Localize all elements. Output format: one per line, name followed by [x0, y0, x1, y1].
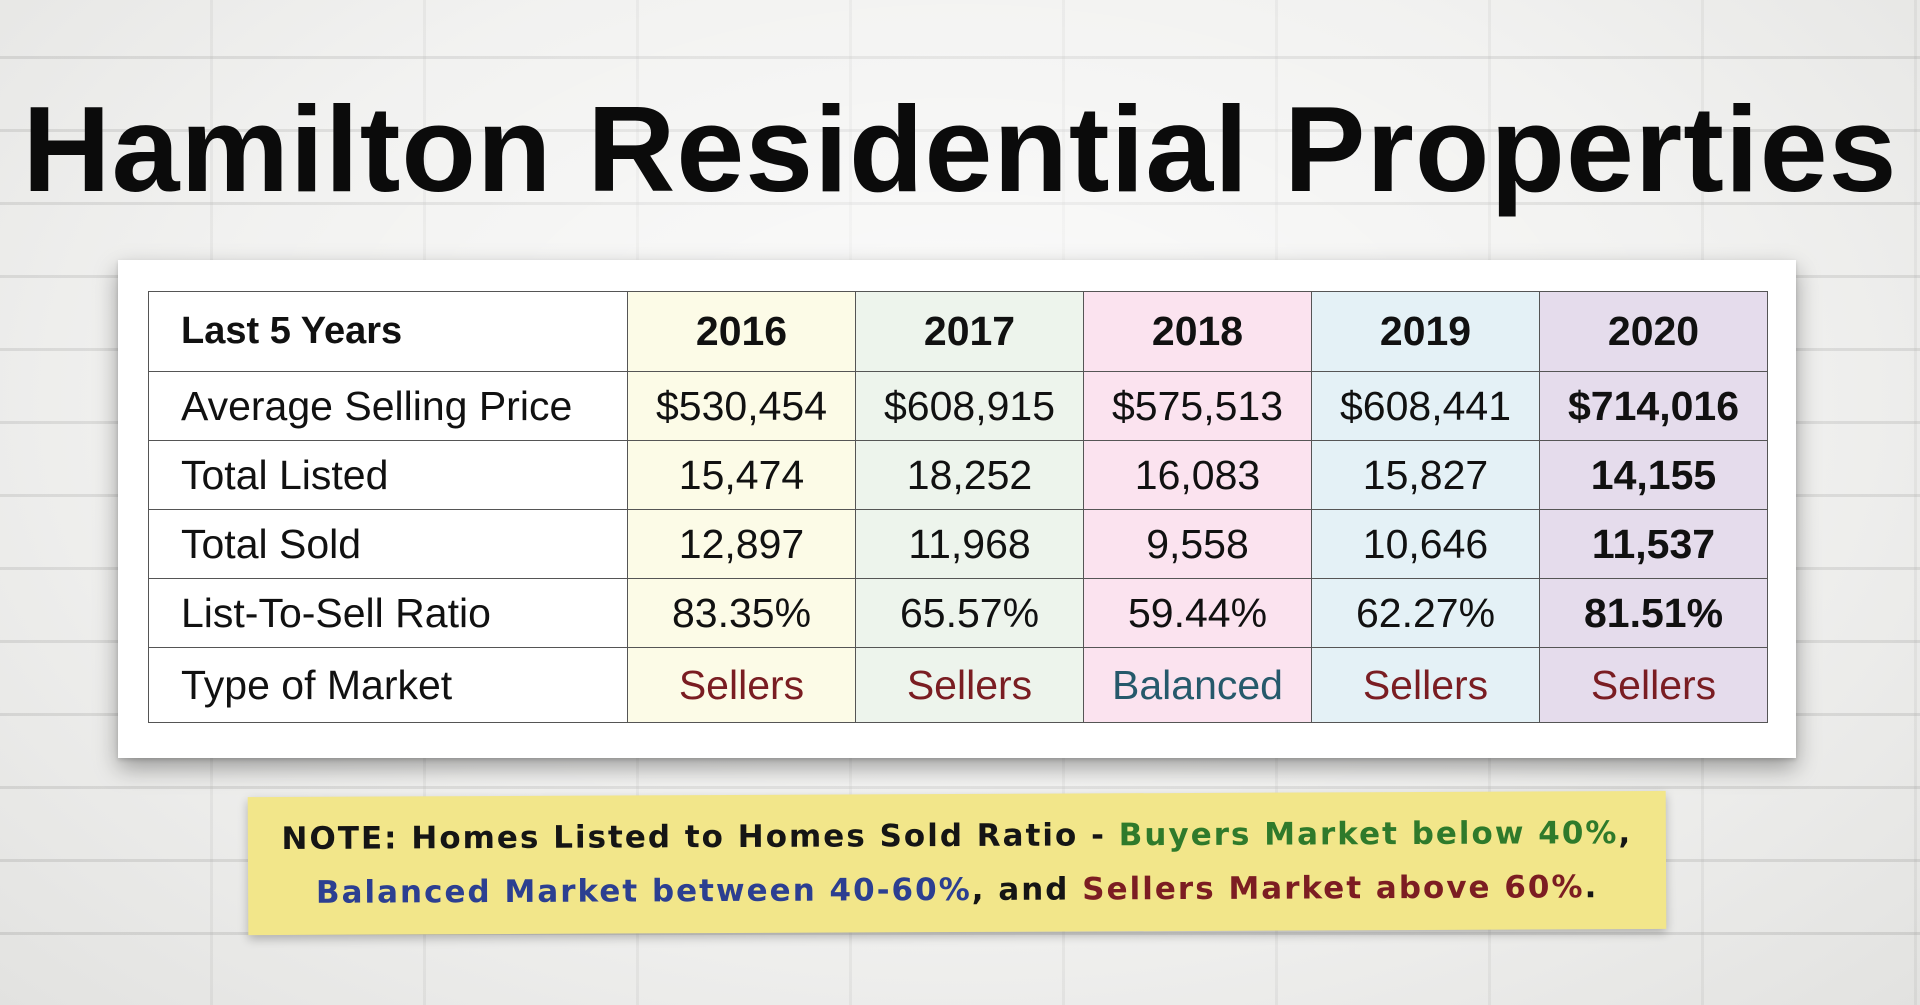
note-end: . [1584, 869, 1599, 906]
stats-table: Last 5 Years 2016 2017 2018 2019 2020 Av… [148, 291, 1768, 723]
table-cell: 10,646 [1311, 509, 1540, 579]
note-line-2: Balanced Market between 40-60%, and Sell… [248, 869, 1666, 911]
table-cell: $608,441 [1311, 371, 1540, 441]
row-label: Total Sold [148, 509, 628, 579]
table-cell: 62.27% [1311, 578, 1540, 648]
table-cell: $608,915 [855, 371, 1084, 441]
year-header-2017: 2017 [855, 291, 1084, 372]
table-cell: 15,827 [1311, 440, 1540, 510]
table-cell: 11,968 [855, 509, 1084, 579]
table-row: Total Sold 12,897 11,968 9,558 10,646 11… [148, 509, 1768, 579]
market-type-cell: Sellers [627, 647, 856, 723]
table-cell: $575,513 [1083, 371, 1312, 441]
table-row: List-To-Sell Ratio 83.35% 65.57% 59.44% … [148, 578, 1768, 648]
table-row: Average Selling Price $530,454 $608,915 … [148, 371, 1768, 441]
row-label: Type of Market [148, 647, 628, 723]
note-separator: , and [971, 871, 1083, 908]
stats-card: Last 5 Years 2016 2017 2018 2019 2020 Av… [118, 260, 1796, 758]
table-row: Type of Market Sellers Sellers Balanced … [148, 647, 1768, 723]
note-text: Homes Listed to Homes Sold Ratio - [398, 817, 1119, 857]
page-title: Hamilton Residential Properties [22, 81, 1898, 217]
note-balanced: Balanced Market between 40-60% [315, 871, 972, 911]
note-line-1: NOTE: Homes Listed to Homes Sold Ratio -… [248, 815, 1666, 857]
market-type-cell: Balanced [1083, 647, 1312, 723]
year-header-2016: 2016 [627, 291, 856, 372]
table-cell: 65.57% [855, 578, 1084, 648]
table-cell: 12,897 [627, 509, 856, 579]
market-type-cell: Sellers [1311, 647, 1540, 723]
table-cell: 16,083 [1083, 440, 1312, 510]
row-label: Total Listed [148, 440, 628, 510]
table-cell: 9,558 [1083, 509, 1312, 579]
note-prefix: NOTE: [281, 820, 399, 857]
year-header-2018: 2018 [1083, 291, 1312, 372]
year-header-2019: 2019 [1311, 291, 1540, 372]
table-cell: 81.51% [1539, 578, 1768, 648]
table-cell: 14,155 [1539, 440, 1768, 510]
table-cell: $714,016 [1539, 371, 1768, 441]
market-type-cell: Sellers [855, 647, 1084, 723]
note-box: NOTE: Homes Listed to Homes Sold Ratio -… [247, 790, 1667, 936]
note-separator: , [1618, 815, 1633, 852]
note-buyers: Buyers Market below 40% [1118, 815, 1619, 854]
note-sellers: Sellers Market above 60% [1082, 869, 1585, 908]
table-cell: 11,537 [1539, 509, 1768, 579]
table-cell: 18,252 [855, 440, 1084, 510]
year-header-2020: 2020 [1539, 291, 1768, 372]
row-label: Average Selling Price [148, 371, 628, 441]
market-type-cell: Sellers [1539, 647, 1768, 723]
table-cell: 83.35% [627, 578, 856, 648]
table-cell: $530,454 [627, 371, 856, 441]
table-cell: 15,474 [627, 440, 856, 510]
header-row: Last 5 Years 2016 2017 2018 2019 2020 [148, 291, 1768, 372]
header-label: Last 5 Years [148, 291, 628, 372]
table-row: Total Listed 15,474 18,252 16,083 15,827… [148, 440, 1768, 510]
row-label: List-To-Sell Ratio [148, 578, 628, 648]
table-cell: 59.44% [1083, 578, 1312, 648]
